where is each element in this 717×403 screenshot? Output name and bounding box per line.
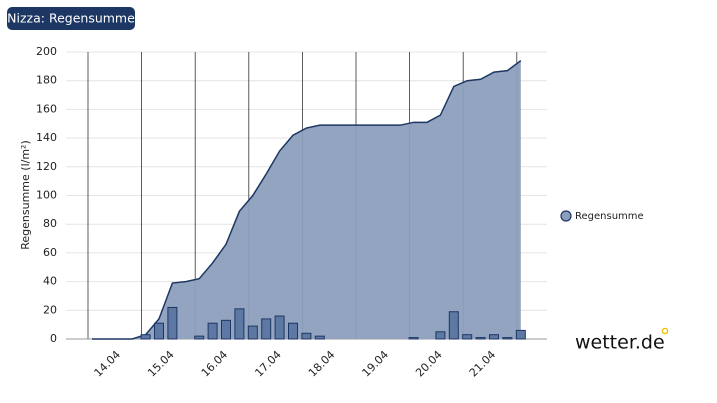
y-tick-label: 160 bbox=[36, 102, 57, 115]
y-tick-label: 80 bbox=[43, 217, 57, 230]
x-tick-label: 19.04 bbox=[360, 348, 391, 379]
y-tick-label: 180 bbox=[36, 74, 57, 87]
x-tick-label: 20.04 bbox=[413, 348, 444, 379]
bar bbox=[515, 329, 526, 340]
y-tick-label: 100 bbox=[36, 189, 57, 202]
bar bbox=[247, 325, 258, 340]
area-line bbox=[92, 60, 522, 340]
logo-dot bbox=[661, 327, 669, 335]
y-tick-label: 20 bbox=[43, 303, 57, 316]
bar bbox=[261, 318, 272, 340]
legend-label: Regensumme bbox=[575, 211, 644, 222]
bar bbox=[435, 331, 446, 340]
legend-marker bbox=[560, 210, 572, 222]
bar bbox=[194, 335, 205, 340]
title-badge bbox=[7, 7, 135, 30]
bar bbox=[274, 315, 285, 340]
bar bbox=[167, 306, 178, 340]
y-tick-label: 140 bbox=[36, 131, 57, 144]
bar bbox=[207, 322, 218, 340]
bar bbox=[221, 319, 231, 340]
x-tick-label: 15.04 bbox=[145, 348, 176, 379]
logo: wetter.de bbox=[575, 332, 665, 354]
x-tick-label: 16.04 bbox=[199, 348, 230, 379]
bar bbox=[502, 337, 513, 340]
area-fill bbox=[92, 60, 521, 340]
bar bbox=[314, 335, 325, 340]
bar bbox=[462, 334, 473, 340]
bar bbox=[489, 334, 499, 340]
y-tick-label: 120 bbox=[36, 160, 57, 173]
x-tick-label: 18.04 bbox=[306, 348, 337, 379]
bar bbox=[301, 332, 312, 340]
bar bbox=[288, 322, 298, 340]
y-tick-label: 60 bbox=[43, 246, 57, 259]
y-axis-title: Regensumme (l/m²) bbox=[19, 140, 32, 250]
bar bbox=[448, 311, 459, 340]
bar bbox=[408, 337, 419, 340]
x-tick-label: 14.04 bbox=[92, 348, 123, 379]
y-tick-label: 200 bbox=[36, 45, 57, 58]
bar bbox=[154, 322, 164, 340]
bar bbox=[234, 308, 245, 340]
chart-title: Nizza: Regensumme bbox=[7, 11, 135, 26]
bar bbox=[475, 337, 486, 340]
bar bbox=[140, 334, 151, 340]
x-tick-label: 17.04 bbox=[252, 348, 283, 379]
y-tick-label: 0 bbox=[50, 332, 57, 345]
y-tick-label: 40 bbox=[43, 275, 57, 288]
x-tick-label: 21.04 bbox=[467, 348, 498, 379]
